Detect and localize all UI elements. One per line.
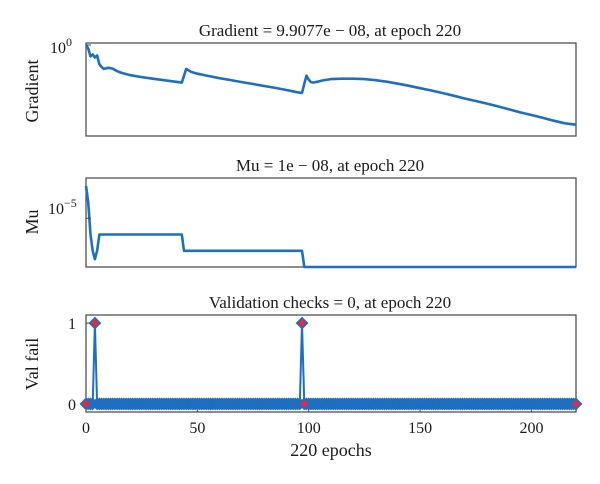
mu-ylabel: Mu bbox=[22, 209, 42, 234]
gradient-ytick-label: 100 bbox=[50, 35, 72, 57]
validation-xtick-label: 100 bbox=[297, 420, 321, 437]
gradient-axes bbox=[85, 42, 577, 137]
validation-ticks: 0 1 0 50 100 150 200 bbox=[68, 316, 543, 437]
validation-highlight-point bbox=[88, 317, 101, 330]
validation-panel: Validation checks = 0, at epoch 220 Val … bbox=[22, 293, 583, 460]
validation-ytick-label: 1 bbox=[68, 316, 76, 333]
validation-xtick-label: 50 bbox=[189, 420, 205, 437]
validation-xtick-label: 0 bbox=[82, 420, 90, 437]
validation-title: Validation checks = 0, at epoch 220 bbox=[209, 293, 451, 312]
mu-ytick-label: 10−5 bbox=[48, 196, 77, 218]
gradient-panel: Gradient = 9.9077e − 08, at epoch 220 10… bbox=[22, 21, 577, 137]
validation-xtick-label: 200 bbox=[519, 420, 543, 437]
mu-axes bbox=[85, 177, 577, 268]
validation-highlight-point bbox=[570, 397, 582, 410]
mu-plot-area bbox=[84, 185, 576, 269]
gradient-ylabel: Gradient bbox=[22, 60, 42, 123]
validation-xlabel: 220 epochs bbox=[290, 440, 371, 460]
gradient-title: Gradient = 9.9077e − 08, at epoch 220 bbox=[199, 21, 461, 40]
mu-panel: Mu = 1e − 08, at epoch 220 10−5 Mu bbox=[22, 156, 577, 269]
mu-line bbox=[84, 185, 576, 269]
validation-xtick-label: 150 bbox=[408, 420, 432, 437]
validation-axes bbox=[85, 314, 577, 413]
validation-ytick-label: 0 bbox=[68, 397, 76, 414]
validation-highlight-point bbox=[80, 397, 92, 410]
validation-highlight-point bbox=[296, 317, 309, 330]
validation-ylabel: Val fail bbox=[22, 338, 42, 390]
mu-title: Mu = 1e − 08, at epoch 220 bbox=[236, 156, 424, 175]
gradient-line bbox=[84, 44, 577, 126]
validation-highlight-point bbox=[298, 397, 311, 410]
validation-plot-area bbox=[79, 316, 583, 411]
gradient-plot-area bbox=[84, 44, 577, 126]
